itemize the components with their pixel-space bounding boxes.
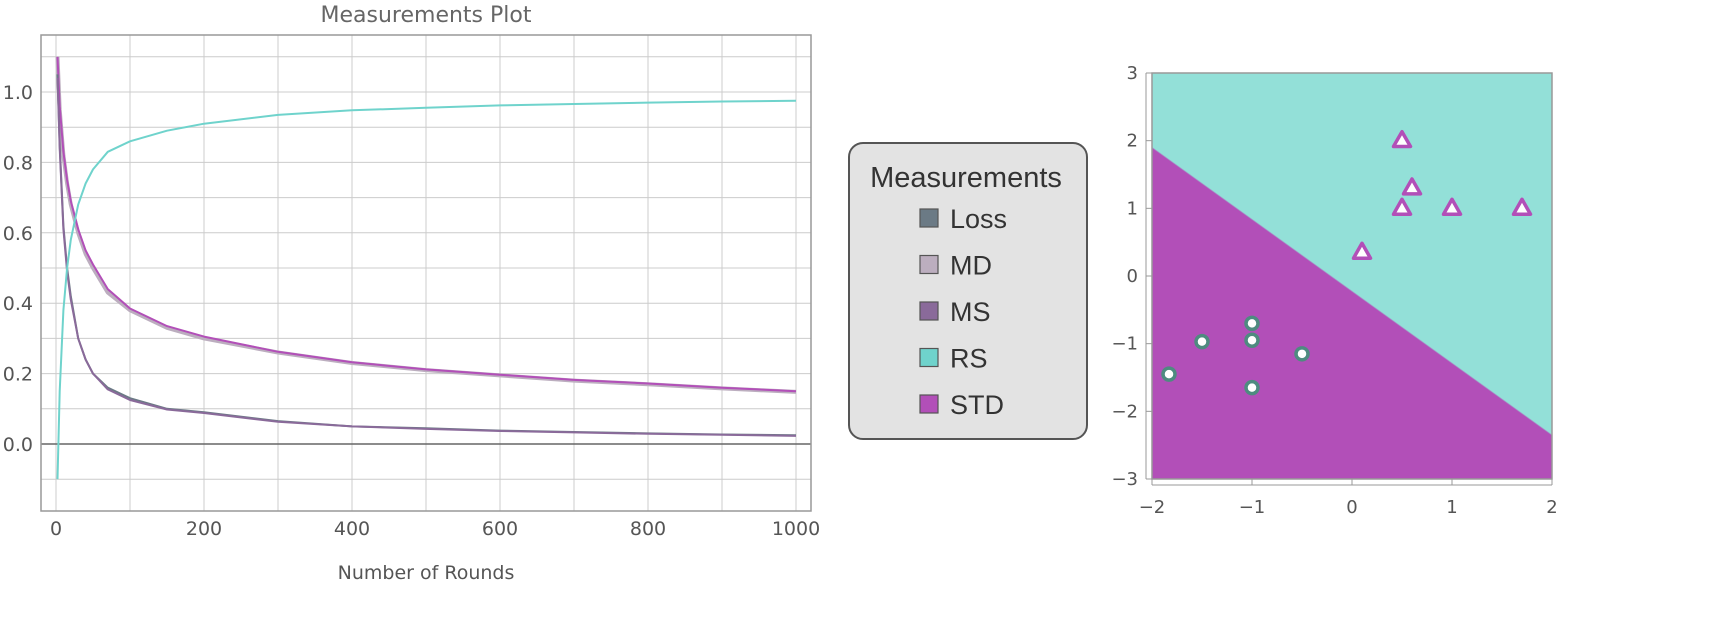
y-tick-label: −2 <box>1111 401 1138 422</box>
x-tick-label: 0 <box>1346 497 1357 518</box>
scatter-points <box>1161 129 1533 396</box>
series-lines <box>55 56 797 480</box>
x-tick-label: 400 <box>334 518 370 540</box>
x-tick-label: −2 <box>1139 497 1166 518</box>
x-tick-label: 2 <box>1546 497 1557 518</box>
y-tick-label: 0 <box>1127 266 1138 287</box>
x-tick-label: 800 <box>630 518 666 540</box>
x-tick-label: 1 <box>1446 497 1457 518</box>
legend-label-rs: RS <box>950 344 988 374</box>
circle-point <box>1294 346 1310 362</box>
legend-swatch-loss <box>919 208 939 228</box>
legend-swatch-std <box>919 394 939 414</box>
legend-title: Measurements <box>870 162 1062 194</box>
x-tick-label: −1 <box>1239 497 1266 518</box>
y-tick-label: 1 <box>1127 198 1138 219</box>
region-upper <box>1152 73 1552 436</box>
legend-label-ms: MS <box>950 297 991 327</box>
triangle-point <box>1351 241 1373 260</box>
circle-point <box>1244 332 1260 349</box>
legend-swatch-ms <box>919 301 939 321</box>
y-tick-label: 0.0 <box>3 434 33 456</box>
x-tick-label: 1000 <box>772 518 820 540</box>
legend-entries: Loss MD MS RS STD <box>919 204 1007 420</box>
x-tick-label: 600 <box>482 518 518 540</box>
y-tick-label: 0.4 <box>3 293 33 315</box>
series-line-std <box>56 56 797 393</box>
circle-point <box>1161 366 1177 382</box>
tick-labels: 0 200 400 600 800 1000 0.0 0.2 0.4 0.6 0.8 1.0 <box>3 82 820 540</box>
measurements-line-chart: Measurements Plot 0 200 400 600 800 1000 0.0 0.… <box>3 3 820 584</box>
x-tick-label: 0 <box>50 518 62 540</box>
legend-swatch-rs <box>919 347 939 368</box>
y-tick-label: 0.2 <box>3 364 33 386</box>
circle-point <box>1194 333 1210 350</box>
x-axis-label: Number of Rounds <box>338 562 515 584</box>
triangle-point <box>1401 177 1423 196</box>
y-tick-label: −3 <box>1111 469 1138 490</box>
series-line-ms <box>56 77 797 437</box>
series-line-loss <box>56 74 797 437</box>
y-tick-label: 3 <box>1127 63 1138 84</box>
triangle-point <box>1391 129 1413 149</box>
series-line-rs <box>56 99 797 480</box>
boundary-blend <box>1152 137 1552 445</box>
y-tick-label: 0.8 <box>3 152 33 174</box>
x-tick-label: 200 <box>186 518 222 540</box>
legend-box <box>848 142 1088 440</box>
legend-swatch-md <box>919 254 939 275</box>
legend: Measurements Loss MD MS RS STD <box>848 142 1088 440</box>
plot-frame <box>40 34 812 512</box>
grid-lines <box>41 35 811 511</box>
y-tick-label: 0.6 <box>3 223 33 245</box>
circle-point <box>1244 315 1260 332</box>
triangle-point <box>1441 197 1463 216</box>
legend-label-loss: Loss <box>950 204 1007 234</box>
y-tick-label: 2 <box>1127 131 1138 152</box>
triangle-point <box>1511 197 1533 216</box>
triangle-point <box>1391 197 1413 216</box>
legend-label-std: STD <box>950 390 1004 420</box>
y-tick-label: −1 <box>1111 334 1138 355</box>
legend-label-md: MD <box>950 251 992 281</box>
chart-title: Measurements Plot <box>321 3 532 28</box>
y-tick-label: 1.0 <box>3 82 33 104</box>
circle-point <box>1244 379 1260 396</box>
